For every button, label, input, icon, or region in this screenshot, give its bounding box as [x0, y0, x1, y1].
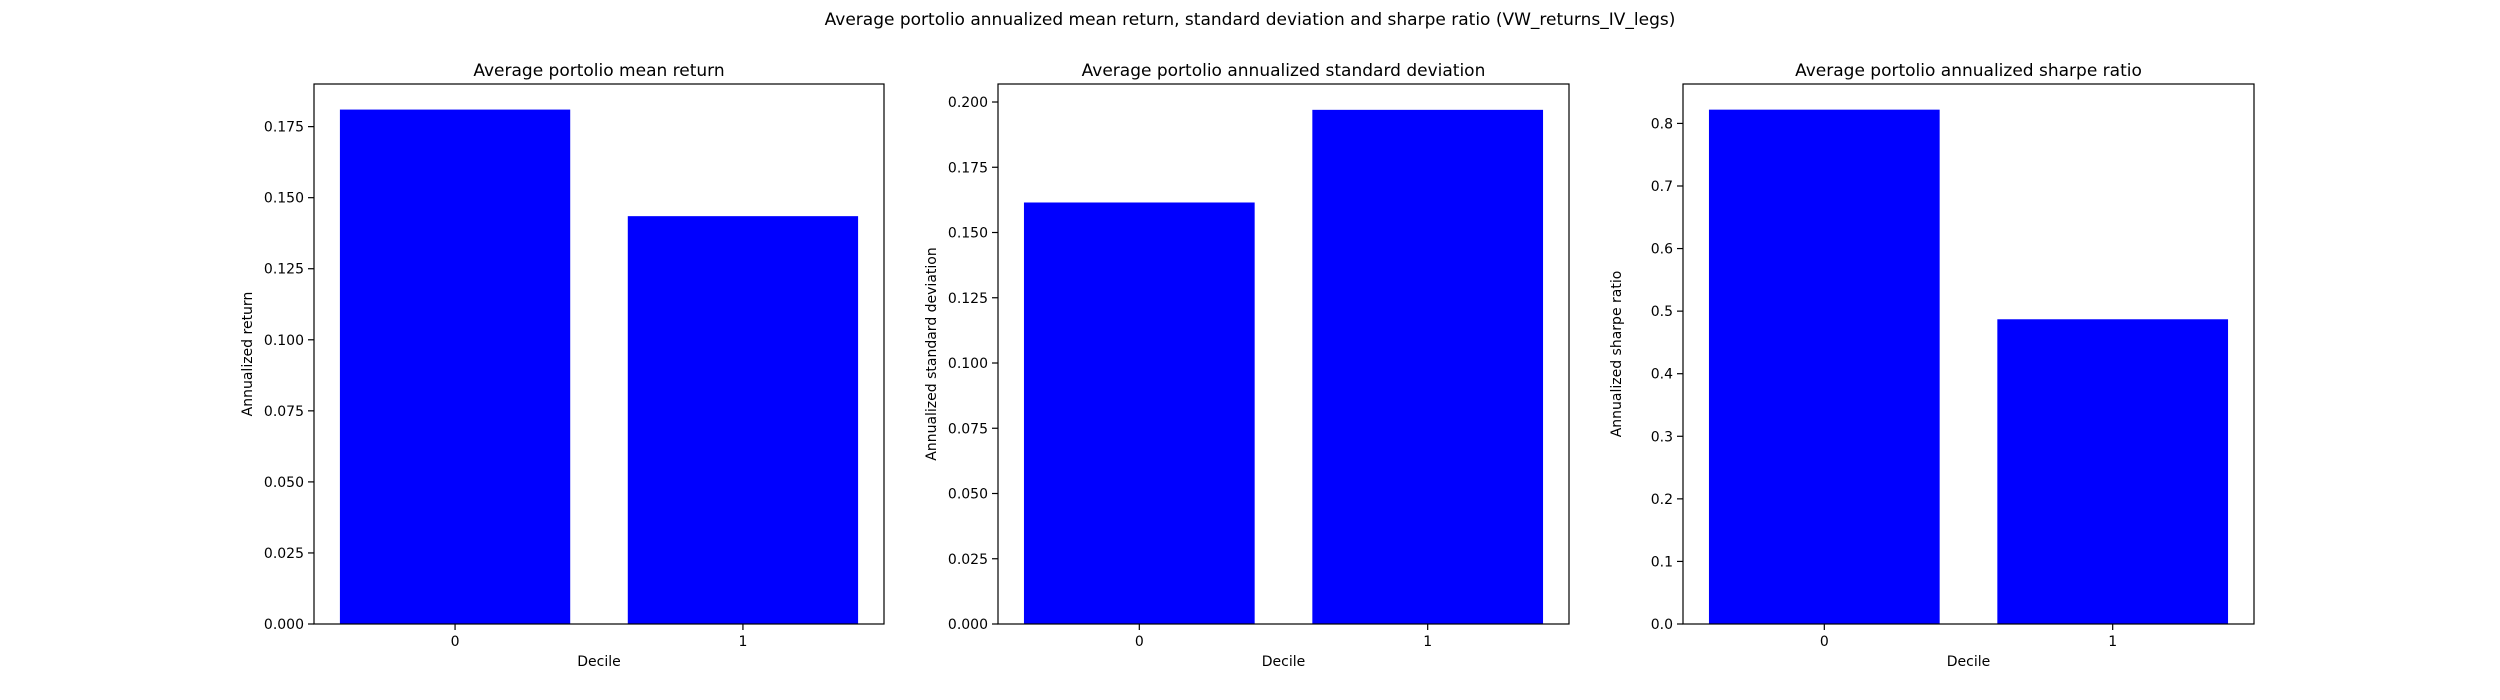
y-tick-label: 0.075 — [948, 421, 988, 437]
axes-frame — [313, 83, 885, 625]
y-tick-label: 0.100 — [948, 356, 988, 372]
y-tick-label: 0.125 — [264, 262, 304, 278]
y-tick-label: 0.100 — [264, 333, 304, 349]
y-axis-label: Annualized return — [240, 292, 256, 417]
bar-decile-1 — [1997, 319, 2229, 624]
bar-decile-1 — [627, 216, 859, 624]
bar-decile-0 — [1023, 202, 1255, 625]
y-tick-label: 0.150 — [948, 226, 988, 242]
axes-frame — [1682, 83, 2255, 625]
chart-title: Average portolio mean return — [473, 61, 724, 81]
chart-title: Average portolio annualized sharpe ratio — [1795, 61, 2142, 81]
y-tick-label: 0.175 — [264, 120, 304, 136]
y-tick-label: 0.150 — [264, 191, 304, 207]
chart-title: Average portolio annualized standard dev… — [1082, 61, 1486, 81]
y-tick-label: 0.5 — [1651, 304, 1673, 320]
y-tick-label: 0.075 — [264, 404, 304, 420]
x-tick-label: 1 — [2108, 634, 2117, 650]
axes-frame — [997, 83, 1570, 625]
y-axis-label: Annualized standard deviation — [924, 247, 940, 460]
y-tick-label: 0.7 — [1651, 179, 1673, 195]
x-tick-label: 1 — [738, 634, 747, 650]
y-tick-label: 0.125 — [948, 291, 988, 307]
figure-suptitle: Average portolio annualized mean return,… — [824, 10, 1676, 30]
y-tick-label: 0.200 — [948, 95, 988, 111]
y-tick-label: 0.025 — [948, 552, 988, 568]
y-axis-label: Annualized sharpe ratio — [1609, 271, 1625, 438]
y-tick-label: 0.0 — [1651, 617, 1673, 633]
y-tick-label: 0.050 — [948, 487, 988, 503]
y-tick-label: 0.000 — [264, 617, 304, 633]
x-axis-label: Decile — [1947, 654, 1990, 670]
bar-decile-0 — [339, 109, 571, 624]
y-tick-label: 0.6 — [1651, 242, 1673, 258]
y-tick-label: 0.175 — [948, 160, 988, 176]
x-tick-label: 0 — [1135, 634, 1144, 650]
x-axis-label: Decile — [577, 654, 620, 670]
bar-decile-1 — [1312, 109, 1544, 625]
y-tick-label: 0.4 — [1651, 367, 1673, 383]
y-tick-label: 0.050 — [264, 475, 304, 491]
bar-decile-0 — [1708, 109, 1940, 625]
y-tick-label: 0.2 — [1651, 492, 1673, 508]
x-tick-label: 0 — [1820, 634, 1829, 650]
x-tick-label: 0 — [451, 634, 460, 650]
y-tick-label: 0.000 — [948, 617, 988, 633]
x-tick-label: 1 — [1423, 634, 1432, 650]
y-tick-label: 0.1 — [1651, 554, 1673, 570]
x-axis-label: Decile — [1262, 654, 1305, 670]
y-tick-label: 0.025 — [264, 546, 304, 562]
y-tick-label: 0.8 — [1651, 116, 1673, 132]
y-tick-label: 0.3 — [1651, 429, 1673, 445]
